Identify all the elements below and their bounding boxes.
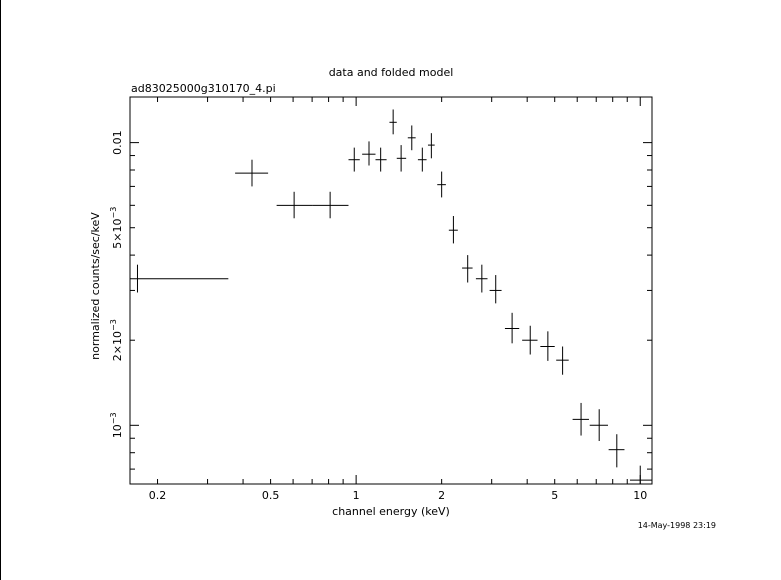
- data-point: [235, 159, 269, 187]
- data-point: [348, 147, 360, 172]
- data-point: [572, 402, 589, 436]
- x-tick-label: 1: [353, 489, 360, 502]
- data-point: [589, 409, 608, 442]
- x-tick-labels: 0.2 0.5 1 2 5 10: [149, 489, 647, 502]
- data-point: [362, 141, 376, 166]
- x-axis-label: channel energy (keV): [332, 505, 450, 518]
- data-point: [504, 312, 520, 344]
- data-point: [448, 216, 458, 244]
- plot-frame: [129, 96, 653, 485]
- timestamp: 14-May-1998 23:19: [638, 521, 716, 530]
- x-tick-label: 0.5: [262, 489, 280, 502]
- y-axis-label: normalized counts/sec/keV: [89, 212, 102, 360]
- data-point: [608, 434, 625, 468]
- x-tick-label: 5: [551, 489, 558, 502]
- chart-subtitle: ad83025000g310170_4.pi: [131, 82, 276, 95]
- data-point: [276, 191, 313, 219]
- x-tick-label: 0.2: [149, 489, 167, 502]
- y-tick-label: 0.01: [111, 130, 124, 155]
- data-points: [130, 109, 652, 484]
- data-point: [427, 133, 435, 159]
- data-point: [407, 125, 416, 151]
- data-point: [130, 264, 229, 293]
- y-tick-label: 2×10−3: [109, 319, 124, 361]
- data-point: [556, 346, 569, 375]
- data-point: [475, 264, 488, 293]
- chart-title: data and folded model: [329, 66, 454, 79]
- data-point: [629, 465, 652, 484]
- y-tick-label: 5×10−3: [109, 207, 124, 249]
- data-point: [540, 331, 555, 361]
- data-point: [389, 109, 397, 135]
- x-tick-label: 10: [633, 489, 647, 502]
- y-tick-labels: 10−3 2×10−3 5×10−3 0.01: [109, 130, 124, 438]
- data-point: [437, 171, 446, 198]
- data-point: [312, 191, 349, 219]
- x-tick-label: 2: [438, 489, 445, 502]
- data-point: [489, 275, 502, 304]
- data-point: [522, 325, 538, 355]
- axis-ticks: [130, 97, 652, 484]
- data-point: [396, 145, 407, 172]
- data-point: [462, 255, 473, 283]
- data-point: [375, 147, 387, 172]
- y-tick-label: 10−3: [109, 412, 124, 438]
- data-point: [417, 147, 427, 172]
